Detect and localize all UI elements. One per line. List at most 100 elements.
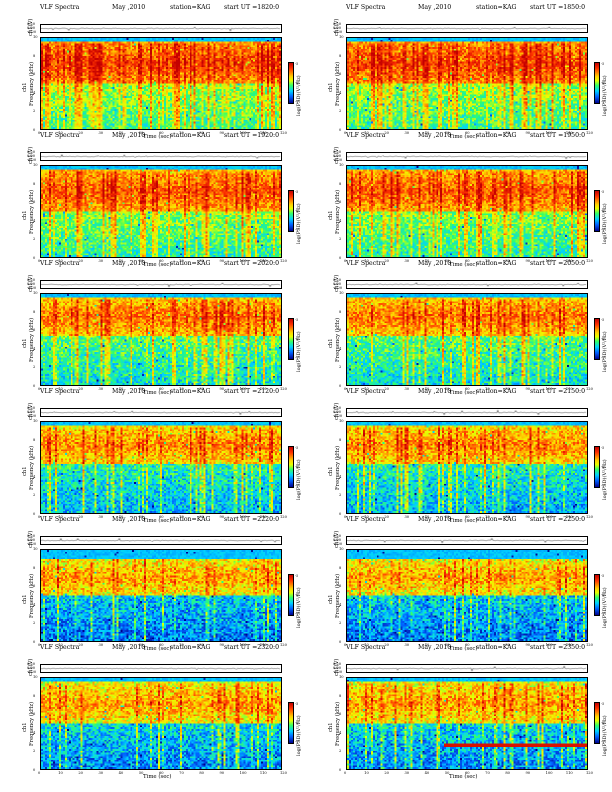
x-axis-label: Time (sec): [449, 646, 478, 652]
spectrogram-panel: VLF Spectra May ,2010 station=KAG start UT …: [0, 260, 306, 396]
x-tick-label: 20: [384, 643, 389, 647]
x-tick-label: 50: [138, 131, 144, 135]
x-tick-label: 40: [424, 387, 430, 391]
y-tick-label: 8: [33, 565, 36, 570]
colorbar-label: log(PSD)(V²/Hz): [602, 331, 608, 372]
x-tick-label: 90: [219, 771, 225, 775]
y-tick-label: 10: [33, 291, 38, 295]
spectrogram-heatmap: [346, 549, 588, 642]
time-series-tick-label: 0.20: [333, 22, 342, 26]
x-tick-label: 110: [565, 771, 573, 775]
date-label: May ,2010: [112, 644, 146, 651]
x-tick-label: 0: [38, 515, 41, 519]
x-tick-label: 100: [545, 643, 553, 647]
time-series-tick-label: 0.00: [27, 538, 36, 542]
time-series-trace: [41, 25, 281, 32]
x-tick-label: 0: [38, 259, 41, 263]
colorbar: [594, 62, 600, 104]
colorbar-tick-label: -6: [295, 593, 299, 597]
start-ut-label: start UT =2050:0: [530, 260, 586, 267]
frequency-ylabel: Frequency (kHz): [29, 189, 35, 234]
y-tick-label: 6: [339, 200, 342, 205]
y-tick-label: 4: [339, 218, 342, 223]
spectrogram-panel: VLF Spectra May ,2010 station=KAG start UT …: [306, 516, 612, 652]
y-tick-label: 10: [339, 291, 344, 295]
spectrogram-heatmap: [40, 677, 282, 770]
x-tick-label: 30: [404, 515, 410, 519]
y-tick-label: 8: [339, 309, 342, 314]
y-tick-label: 4: [33, 218, 36, 223]
y-tick-label: 8: [33, 181, 36, 186]
colorbar-tick-label: -6: [601, 209, 605, 213]
time-series-strip: [40, 664, 282, 673]
time-series-tick-label: 0.00: [333, 154, 342, 158]
x-tick-label: 80: [199, 771, 204, 775]
date-label: May ,2010: [418, 260, 452, 267]
colorbar-tick-label: -7: [601, 100, 605, 104]
x-tick-label: 80: [199, 387, 204, 391]
date-label: May ,2010: [112, 260, 146, 267]
x-axis-label: Time (sec): [143, 134, 172, 140]
x-axis-label: Time (sec): [449, 774, 478, 780]
spectrogram-panel: VLF Spectra May ,2010 station=KAG start UT …: [306, 132, 612, 268]
x-tick-label: 30: [404, 771, 410, 775]
y-tick-label: 2: [339, 493, 342, 498]
y-tick-label: 8: [33, 437, 36, 442]
y-tick-label: 2: [33, 749, 36, 754]
colorbar-tick-label: -7: [295, 740, 299, 744]
x-tick-label: 20: [384, 515, 389, 519]
spectrogram-panel: VLF Spectra May ,2010 station=KAG start UT …: [0, 388, 306, 524]
x-axis-label: Time (sec): [143, 774, 172, 780]
x-tick-label: 90: [525, 131, 531, 135]
x-tick-label: 10: [364, 131, 369, 135]
time-series-tick-label: 0.20: [27, 662, 36, 666]
time-series-tick-label: -0.20: [333, 542, 343, 546]
x-tick-label: 50: [444, 771, 450, 775]
x-tick-label: 100: [545, 387, 553, 391]
spectrogram-image: [41, 166, 281, 257]
x-tick-label: 90: [525, 771, 531, 775]
x-tick-label: 60: [159, 131, 164, 135]
spectrogram-image: [347, 38, 587, 129]
y-tick-label: 4: [339, 602, 342, 607]
x-tick-label: 40: [118, 259, 124, 263]
station-label: station=KAG: [170, 644, 211, 651]
x-tick-label: 0: [38, 387, 41, 391]
colorbar-label: log(PSD)(V²/Hz): [296, 331, 302, 372]
x-tick-label: 60: [465, 771, 470, 775]
spectrogram-image: [41, 38, 281, 129]
x-tick-label: 10: [58, 131, 63, 135]
colorbar-tick-label: -5: [295, 574, 299, 578]
x-tick-label: 110: [259, 771, 267, 775]
x-tick-label: 120: [280, 387, 287, 391]
x-tick-label: 20: [78, 131, 83, 135]
x-tick-label: 120: [586, 259, 593, 263]
y-tick-label: 10: [33, 163, 38, 167]
x-axis-label: Time (sec): [449, 390, 478, 396]
time-series-trace: [347, 665, 587, 672]
colorbar: [288, 446, 294, 488]
colorbar-tick-label: -5: [295, 190, 299, 194]
y-tick-label: 6: [33, 72, 36, 77]
station-label: station=KAG: [476, 388, 517, 395]
colorbar-tick-label: -7: [601, 740, 605, 744]
channel-ylabel: ch1: [328, 593, 334, 604]
x-tick-label: 70: [179, 643, 184, 647]
x-tick-label: 30: [98, 643, 104, 647]
x-tick-label: 80: [199, 131, 204, 135]
colorbar-label: log(PSD)(V²/Hz): [296, 459, 302, 500]
y-tick-label: 4: [339, 730, 342, 735]
time-series-tick-label: 0.20: [333, 662, 342, 666]
frequency-ylabel: Frequency (kHz): [335, 317, 341, 362]
time-series-tick-label: 0.00: [333, 538, 342, 542]
y-tick-label: 8: [33, 53, 36, 58]
colorbar: [288, 702, 294, 744]
x-tick-label: 30: [98, 259, 104, 263]
colorbar-label: log(PSD)(V²/Hz): [602, 459, 608, 500]
x-tick-label: 100: [545, 515, 553, 519]
x-tick-label: 40: [118, 387, 124, 391]
time-series-tick-label: 0.20: [333, 406, 342, 410]
x-tick-label: 40: [118, 771, 124, 775]
x-tick-label: 100: [239, 131, 247, 135]
panel-title: VLF Spectra: [346, 644, 386, 651]
